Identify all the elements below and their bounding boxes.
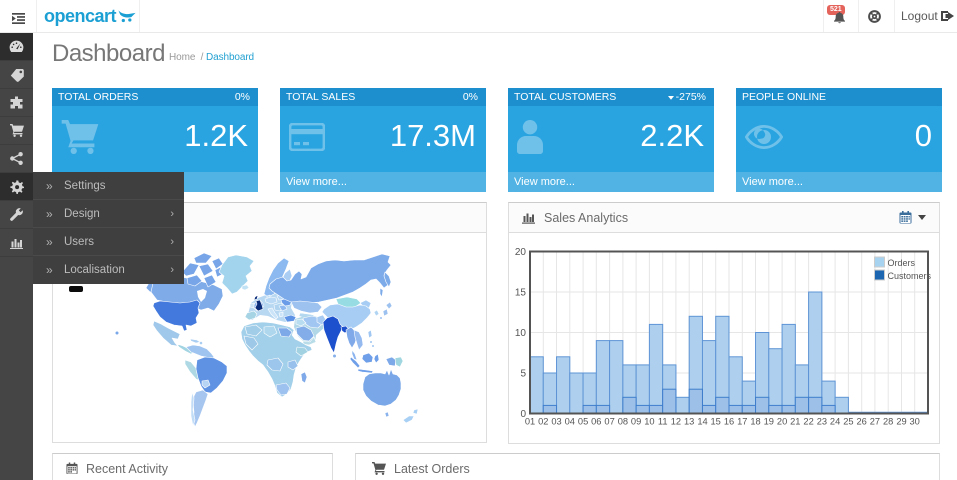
svg-text:12: 12 (671, 417, 681, 427)
svg-text:17: 17 (737, 417, 747, 427)
svg-text:30: 30 (910, 417, 920, 427)
svg-text:16: 16 (724, 417, 734, 427)
svg-text:03: 03 (551, 417, 561, 427)
svg-text:20: 20 (777, 417, 787, 427)
svg-text:Orders: Orders (888, 258, 916, 268)
svg-text:21: 21 (790, 417, 800, 427)
svg-text:08: 08 (618, 417, 628, 427)
svg-text:5: 5 (520, 369, 526, 380)
svg-text:25: 25 (843, 417, 853, 427)
svg-text:10: 10 (644, 417, 654, 427)
svg-text:06: 06 (591, 417, 601, 427)
svg-text:20: 20 (515, 247, 527, 258)
svg-text:04: 04 (565, 417, 575, 427)
svg-text:28: 28 (883, 417, 893, 427)
svg-text:01: 01 (525, 417, 535, 427)
svg-text:22: 22 (803, 417, 813, 427)
svg-text:07: 07 (604, 417, 614, 427)
svg-text:02: 02 (538, 417, 548, 427)
svg-text:29: 29 (896, 417, 906, 427)
svg-text:27: 27 (870, 417, 880, 427)
svg-text:23: 23 (817, 417, 827, 427)
svg-text:15: 15 (711, 417, 721, 427)
svg-text:Customers: Customers (888, 271, 932, 281)
svg-text:15: 15 (515, 288, 527, 299)
svg-text:14: 14 (697, 417, 707, 427)
svg-text:26: 26 (857, 417, 867, 427)
svg-text:10: 10 (515, 328, 527, 339)
svg-text:19: 19 (764, 417, 774, 427)
svg-text:05: 05 (578, 417, 588, 427)
svg-text:0: 0 (520, 409, 526, 420)
svg-text:24: 24 (830, 417, 840, 427)
svg-text:13: 13 (684, 417, 694, 427)
svg-text:09: 09 (631, 417, 641, 427)
svg-text:18: 18 (750, 417, 760, 427)
svg-text:11: 11 (658, 417, 668, 427)
